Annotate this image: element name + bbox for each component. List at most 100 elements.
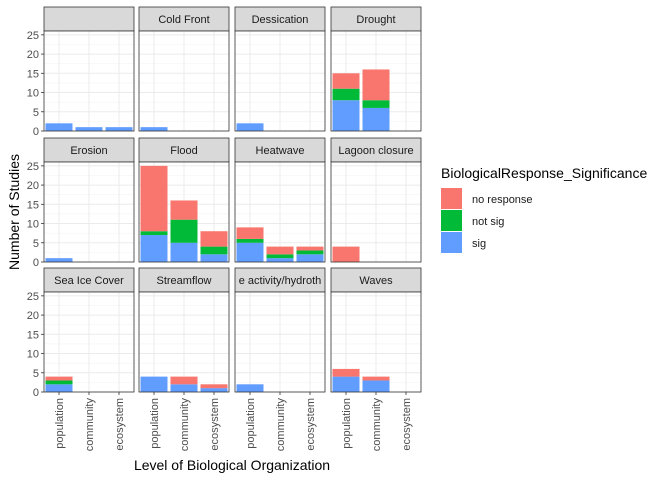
bar-segment-sig (362, 380, 390, 392)
bar-segment-no-response (170, 200, 198, 220)
y-tick-label: 10 (27, 219, 39, 231)
bar-segment-not-sig (200, 246, 228, 255)
x-tick-label: ecosystem (305, 398, 317, 451)
bar-segment-sig (266, 258, 294, 262)
facet-border (234, 30, 326, 132)
bar-segment-no-response (362, 376, 390, 381)
x-tick-label: ecosystem (401, 398, 413, 451)
y-tick-label: 20 (27, 180, 39, 192)
legend-label: not sig (472, 216, 504, 228)
bar-segment-no-response (332, 246, 360, 262)
bar-segment-sig (332, 100, 360, 131)
x-tick-label: community (179, 398, 191, 452)
facet-strip (330, 6, 422, 32)
facet-strip (234, 6, 326, 32)
facet-panel: Flood (138, 137, 230, 263)
bar-segment-sig (170, 384, 198, 392)
bar-segment-no-response (236, 227, 264, 239)
facet-border (138, 161, 230, 263)
x-tick-label: community (371, 398, 383, 452)
facet-title: Sea Ice Cover (54, 275, 124, 287)
facet-panel: Sea Ice Cover 0 5 10 15 20 25 (27, 267, 135, 399)
facet-title: Lagoon closure (338, 145, 413, 157)
legend: BiologicalResponse_Significance no respo… (441, 165, 647, 253)
bar-segment-sig (236, 242, 264, 262)
y-tick-label: 0 (33, 257, 39, 269)
y-tick-label: 5 (33, 368, 39, 380)
x-tick-label: ecosystem (209, 398, 221, 451)
legend-title: BiologicalResponse_Significance (441, 165, 647, 181)
facet-border (330, 161, 422, 263)
facet-strip (330, 137, 422, 163)
facet-panel: e activity/hydroth (234, 267, 326, 393)
legend-key-sig (441, 232, 462, 253)
bar-segment-sig (45, 384, 73, 392)
bar-segment-no-response (332, 368, 360, 377)
facet-strip (138, 267, 230, 293)
x-axis-title: Level of Biological Organization (134, 457, 330, 473)
bar-segment-not-sig (332, 88, 360, 101)
bar-segment-not-sig (266, 254, 294, 259)
bar-segment-sig (75, 127, 103, 131)
facet-border (234, 161, 326, 263)
y-tick-label: 15 (27, 199, 39, 211)
facet-strip (43, 6, 135, 32)
facet-strip (138, 6, 230, 32)
facet-title: Heatwave (256, 145, 305, 157)
bar-segment-sig (170, 242, 198, 262)
facet-panel: Drought (330, 6, 422, 132)
bar-segment-not-sig (236, 238, 264, 243)
facet-strip (43, 137, 135, 163)
y-tick-label: 0 (33, 126, 39, 138)
facet-title: Waves (359, 275, 393, 287)
facet-panel: Cold Front (138, 6, 230, 132)
facet-title: Dessication (252, 14, 309, 26)
legend-key-not-sig (441, 210, 462, 231)
bar-segment-sig (140, 376, 168, 392)
y-tick-label: 20 (27, 310, 39, 322)
y-tick-label: 5 (33, 238, 39, 250)
x-tick-label: population (54, 398, 66, 449)
bar-segment-not-sig (362, 100, 390, 108)
x-tick-label: population (341, 398, 353, 449)
y-tick-label: 5 (33, 107, 39, 119)
y-tick-label: 0 (33, 387, 39, 399)
bar-segment-not-sig (140, 231, 168, 236)
bar-segment-no-response (362, 69, 390, 101)
bar-segment-no-response (45, 376, 73, 381)
legend-key-no-response (441, 188, 462, 209)
x-tick-label: population (245, 398, 257, 449)
bar-segment-no-response (296, 246, 324, 251)
facet-border (330, 30, 422, 132)
bar-segment-sig (362, 107, 390, 131)
facet-title: e activity/hydroth (239, 275, 322, 287)
facet-panel: Streamflow (138, 267, 230, 393)
bar-segment-sig (200, 254, 228, 262)
facet-panel: Dessication (234, 6, 326, 132)
facet-title: Erosion (70, 145, 107, 157)
facet-panel: Waves (330, 267, 422, 393)
facet-strip (234, 267, 326, 293)
facet-grid: 0 5 10 15 20 25 Cold Front Dessication Drought Er… (27, 6, 422, 399)
facet-panel: Lagoon closure (330, 137, 422, 263)
facet-panel: Erosion 0 5 10 15 20 25 (27, 137, 135, 269)
y-tick-label: 10 (27, 349, 39, 361)
bar-segment-no-response (170, 376, 198, 385)
bar-segment-not-sig (170, 219, 198, 243)
facet-strip (43, 267, 135, 293)
bar-segment-not-sig (296, 250, 324, 255)
y-tick-label: 25 (27, 161, 39, 173)
x-tick-label: ecosystem (114, 398, 126, 451)
facet-border (138, 30, 230, 132)
bar-segment-sig (45, 258, 73, 262)
y-tick-label: 25 (27, 291, 39, 303)
bar-segment-not-sig (45, 380, 73, 385)
y-tick-label: 15 (27, 68, 39, 80)
facet-border (43, 30, 135, 132)
bar-segment-sig (332, 376, 360, 392)
bar-segment-sig (236, 384, 264, 392)
bar-segment-no-response (200, 231, 228, 247)
facet-title: Drought (356, 14, 395, 26)
facet-panel: Heatwave (234, 137, 326, 263)
bar-segment-no-response (332, 73, 360, 89)
